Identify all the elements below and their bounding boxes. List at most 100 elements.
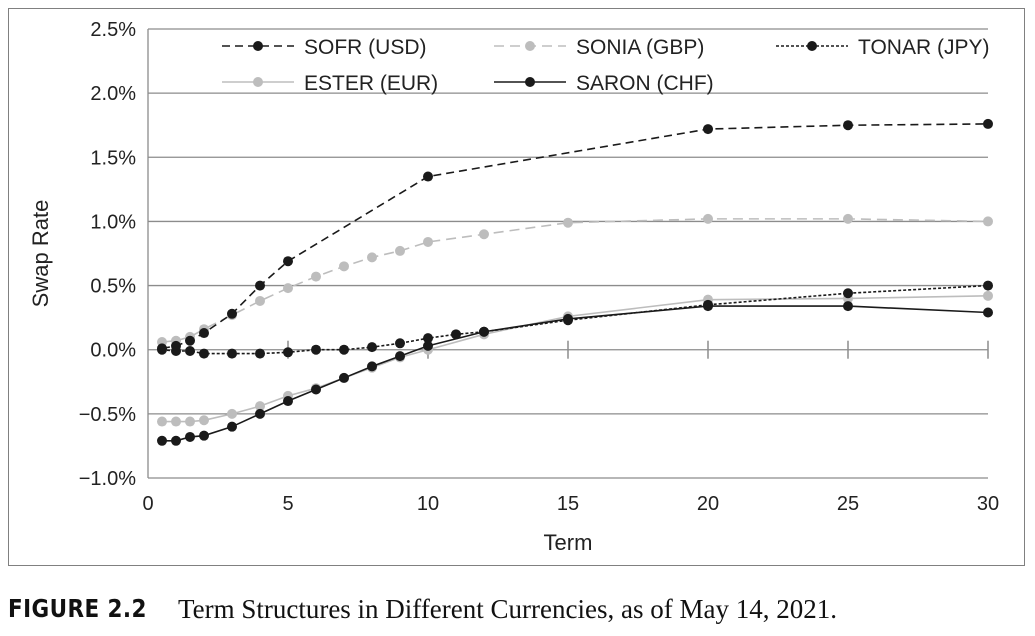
legend-entry: SARON (CHF) <box>494 72 714 95</box>
x-tick-label: 25 <box>837 493 859 515</box>
legend-entry: SONIA (GBP) <box>494 36 704 59</box>
data-point <box>843 213 853 224</box>
data-point <box>171 416 181 427</box>
data-point <box>157 416 167 427</box>
data-point <box>199 328 209 339</box>
legend-marker <box>525 77 535 87</box>
y-tick-label: −0.5% <box>79 404 136 426</box>
legend-label: SARON (CHF) <box>576 72 714 95</box>
data-point <box>199 348 209 359</box>
y-tick-label: −1.0% <box>79 468 136 490</box>
data-point <box>199 415 209 426</box>
series-1 <box>157 213 993 348</box>
data-point <box>157 435 167 446</box>
legend-marker <box>807 41 817 51</box>
figure-label: FIGURE 2.2 <box>8 594 147 623</box>
data-point <box>563 217 573 228</box>
series-line <box>161 218 989 343</box>
data-point <box>983 290 993 301</box>
data-point <box>843 288 853 299</box>
data-point <box>185 345 195 356</box>
data-point <box>339 372 349 383</box>
legend-marker <box>253 41 263 51</box>
x-tick-label: 5 <box>282 493 293 515</box>
data-point <box>703 301 713 312</box>
data-point <box>423 333 433 344</box>
data-point <box>255 295 265 306</box>
line-chart: −1.0% −0.5% 0.0% 0.5% 1.0% 1.5% 2.0% 2.5% 0 5 10 15… <box>28 19 999 555</box>
legend-label: SONIA (GBP) <box>576 36 704 59</box>
data-point <box>185 416 195 427</box>
data-point <box>339 344 349 355</box>
x-tick-label: 0 <box>142 493 153 515</box>
legend-label: SOFR (USD) <box>304 36 427 59</box>
data-point <box>843 301 853 312</box>
data-point <box>423 171 433 182</box>
chart-frame <box>8 8 1025 566</box>
data-point <box>283 256 293 267</box>
series-4 <box>157 301 993 446</box>
y-tick-label: 2.5% <box>90 19 136 41</box>
data-point <box>171 435 181 446</box>
figure-caption: FIGURE 2.2 Term Structures in Different … <box>8 594 1028 634</box>
series-2 <box>157 280 993 359</box>
data-point <box>983 118 993 129</box>
data-point <box>703 213 713 224</box>
data-point <box>227 421 237 432</box>
data-point <box>423 340 433 351</box>
legend-label: ESTER (EUR) <box>304 72 438 95</box>
data-point <box>339 261 349 272</box>
data-point <box>843 120 853 131</box>
data-point <box>185 431 195 442</box>
y-tick-label: 0.0% <box>90 340 136 362</box>
data-point <box>479 229 489 240</box>
legend-label: TONAR (JPY) <box>858 36 989 59</box>
data-point <box>451 329 461 340</box>
data-point <box>367 342 377 353</box>
data-point <box>171 345 181 356</box>
legend-entry: SOFR (USD) <box>222 36 427 59</box>
data-point <box>983 216 993 227</box>
data-point <box>395 338 405 349</box>
data-point <box>283 283 293 294</box>
data-point <box>283 396 293 407</box>
data-point <box>703 124 713 135</box>
x-tick-label: 10 <box>417 493 439 515</box>
data-point <box>199 430 209 441</box>
data-point <box>479 326 489 337</box>
series-line <box>161 284 989 355</box>
x-tick-label: 30 <box>977 493 999 515</box>
data-point <box>283 347 293 358</box>
data-point <box>311 384 321 395</box>
data-point <box>311 344 321 355</box>
data-point <box>255 401 265 412</box>
data-point <box>255 348 265 359</box>
data-point <box>255 280 265 291</box>
data-point <box>157 344 167 355</box>
y-tick-label: 1.0% <box>90 211 136 233</box>
data-point <box>185 335 195 346</box>
x-tick-label: 20 <box>697 493 719 515</box>
legend-entry: TONAR (JPY) <box>776 36 989 59</box>
data-point <box>983 307 993 318</box>
data-point <box>311 271 321 282</box>
y-tick-label: 0.5% <box>90 276 136 298</box>
data-point <box>983 280 993 291</box>
data-point <box>367 361 377 372</box>
series-line <box>162 305 989 442</box>
legend-marker <box>253 77 263 87</box>
legend-entry: ESTER (EUR) <box>222 72 438 95</box>
data-point <box>255 408 265 419</box>
x-axis-title: Term <box>544 530 593 555</box>
data-point <box>227 308 237 319</box>
data-point <box>423 236 433 247</box>
y-tick-label: 1.5% <box>90 147 136 169</box>
y-axis-title: Swap Rate <box>28 200 53 308</box>
legend-marker <box>525 41 535 51</box>
data-point <box>367 252 377 263</box>
data-point <box>227 408 237 419</box>
series-3 <box>157 290 993 427</box>
x-tick-label: 15 <box>557 493 579 515</box>
caption-text: Term Structures in Different Currencies,… <box>178 594 837 624</box>
data-point <box>227 348 237 359</box>
